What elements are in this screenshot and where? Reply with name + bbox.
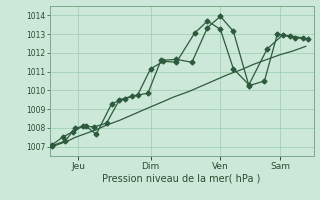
X-axis label: Pression niveau de la mer( hPa ): Pression niveau de la mer( hPa ) bbox=[102, 173, 261, 183]
